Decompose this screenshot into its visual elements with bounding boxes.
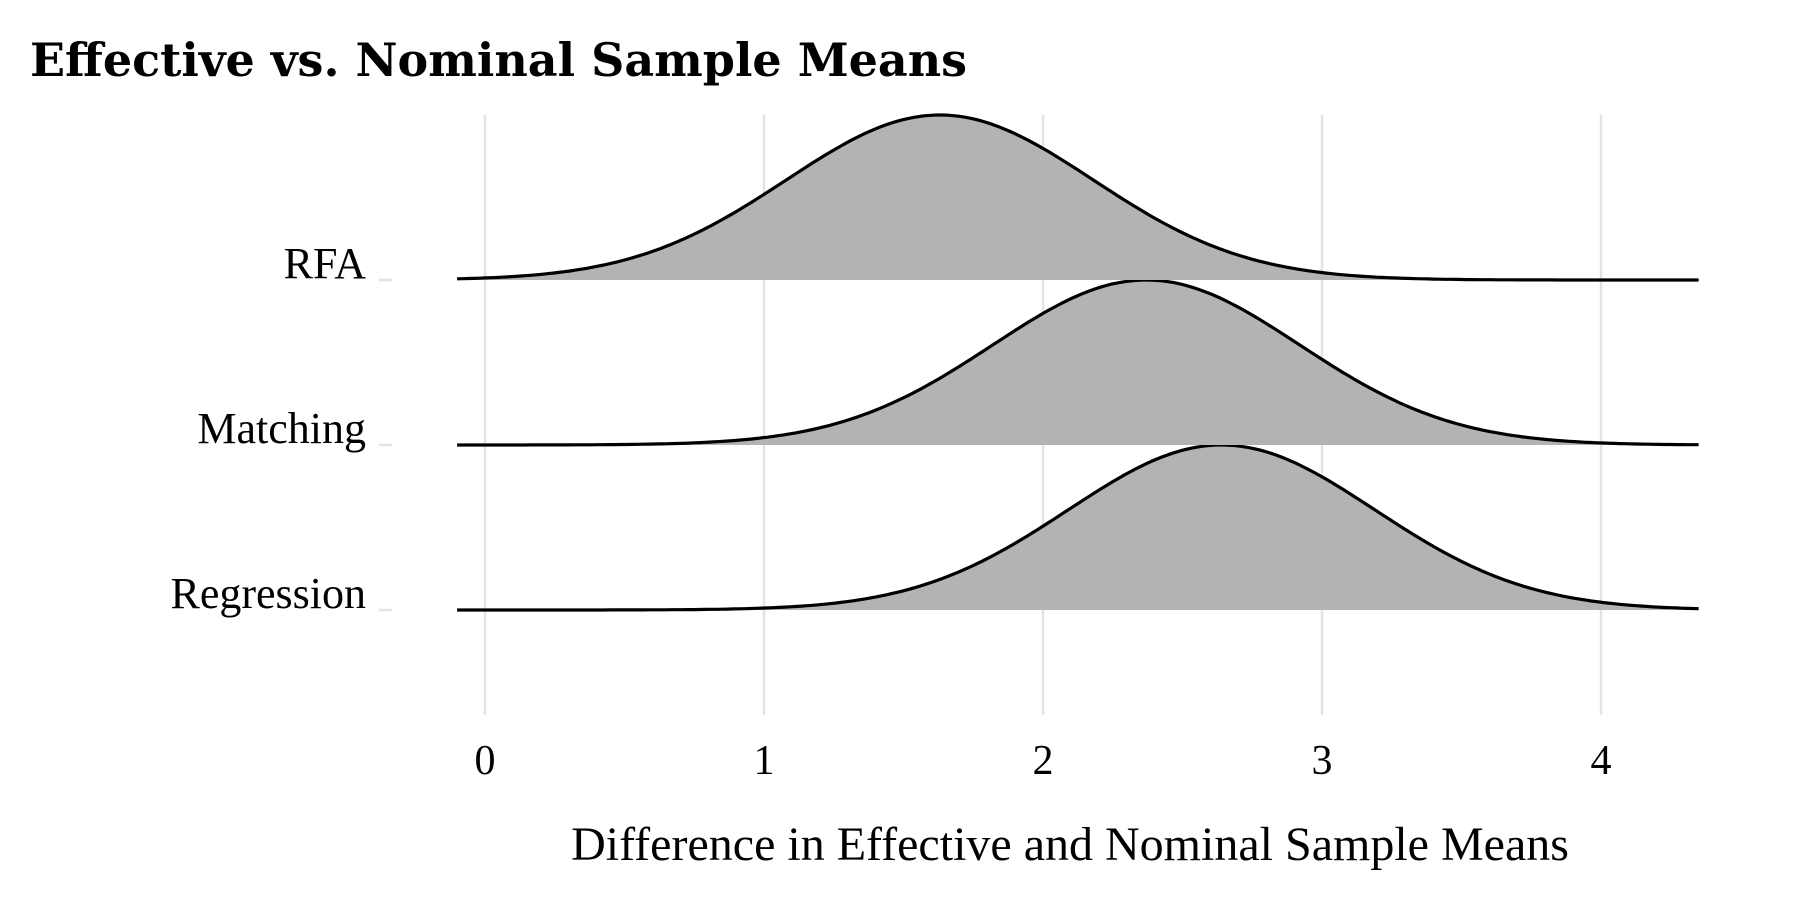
x-tick-label: 3 — [1312, 738, 1333, 784]
x-tick-label: 2 — [1033, 738, 1054, 784]
ridge-outline-rfa — [457, 113, 1699, 282]
ridge-matching — [457, 278, 1699, 447]
ridge-rfa — [457, 113, 1699, 282]
y-axis-labels: Regression Matching RFA — [170, 239, 392, 618]
x-tick-label: 4 — [1591, 738, 1612, 784]
y-tick-label: RFA — [284, 239, 367, 288]
x-axis-label: Difference in Effective and Nominal Samp… — [571, 818, 1569, 871]
x-axis-labels: 0 1 2 3 4 — [475, 738, 1612, 784]
chart-title: Effective vs. Nominal Sample Means — [30, 33, 967, 87]
ridge-outline-regression — [457, 443, 1699, 612]
y-tick-label: Regression — [170, 569, 366, 618]
ridge-area-matching — [457, 280, 1699, 445]
ridge-area-regression — [457, 445, 1699, 610]
y-tick-label: Matching — [197, 404, 366, 453]
ridge-outline-matching — [457, 278, 1699, 447]
ridge-regression — [457, 443, 1699, 612]
ridges — [457, 113, 1699, 612]
x-tick-label: 1 — [754, 738, 775, 784]
x-tick-label: 0 — [475, 738, 496, 784]
ridge-area-rfa — [457, 115, 1699, 280]
